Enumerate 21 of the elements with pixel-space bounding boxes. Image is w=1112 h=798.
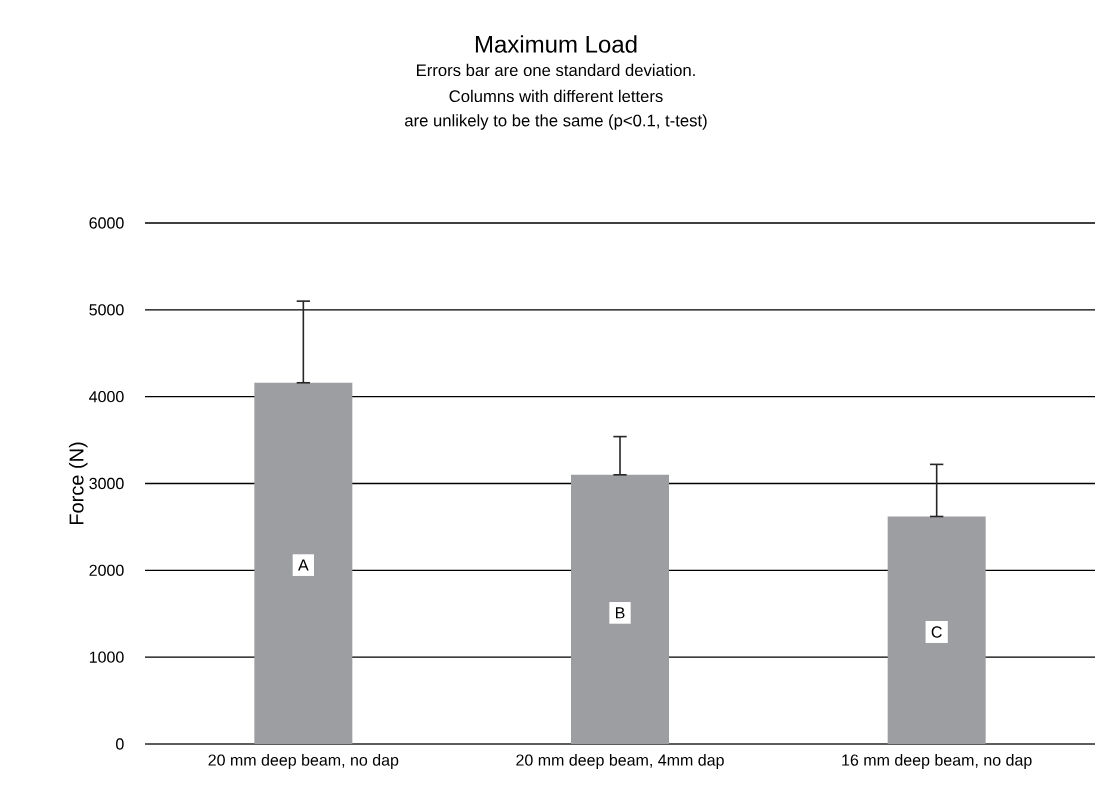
y-tick-label: 5000 (89, 304, 124, 316)
x-tick-label: 20 mm deep beam, 4mm dap (516, 754, 724, 769)
chart-title: Maximum Load (475, 35, 637, 53)
annotation: C (931, 626, 942, 638)
y-axis-title: Force (N) (68, 442, 88, 525)
y-tick-label: 2000 (89, 564, 124, 576)
bar (571, 474, 670, 744)
x-tick-label: 16 mm deep beam, no dap (842, 754, 1032, 769)
chart-subtitle: Errors bar are one standard deviation. (417, 63, 695, 77)
text: Columns with different letters (449, 89, 663, 103)
bar (254, 382, 353, 744)
text: are unlikely to be the same (p<0.1, t-test) (405, 114, 707, 130)
y-tick-label: 6000 (89, 217, 124, 229)
bar (887, 516, 986, 744)
y-tick-label: 1000 (89, 651, 124, 663)
y-tick-label: 3000 (89, 477, 124, 490)
annotation: B (615, 607, 625, 619)
annotation: A (298, 559, 309, 571)
y-tick-label: 0 (116, 738, 124, 750)
x-tick-label: 20 mm deep beam, no dap (208, 754, 399, 769)
y-tick-label: 4000 (89, 390, 124, 403)
